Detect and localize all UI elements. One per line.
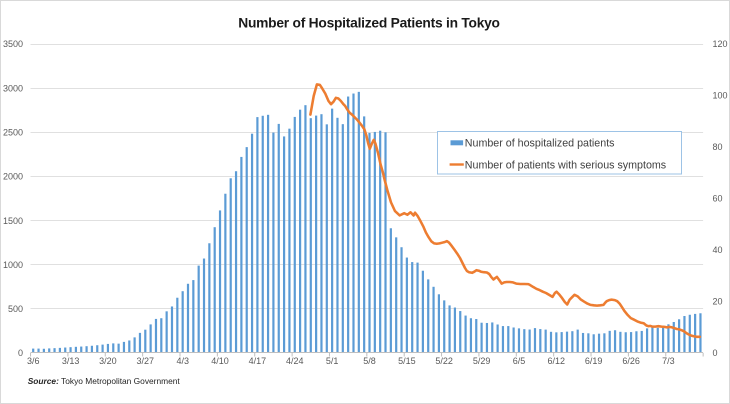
svg-text:3/13: 3/13: [62, 356, 80, 366]
svg-text:7/3: 7/3: [662, 356, 675, 366]
svg-text:100: 100: [713, 91, 728, 101]
svg-text:Source: Tokyo Metropolitan Gov: Source: Tokyo Metropolitan Government: [28, 376, 181, 386]
svg-text:Number of Hospitalized Patient: Number of Hospitalized Patients in Tokyo: [238, 15, 500, 30]
svg-text:5/8: 5/8: [363, 356, 376, 366]
svg-text:4/10: 4/10: [211, 356, 229, 366]
svg-text:3/27: 3/27: [137, 356, 155, 366]
svg-text:5/1: 5/1: [326, 356, 339, 366]
svg-text:6/12: 6/12: [548, 356, 566, 366]
svg-text:60: 60: [713, 194, 723, 204]
svg-text:4/24: 4/24: [286, 356, 304, 366]
svg-text:500: 500: [8, 304, 23, 314]
svg-text:5/22: 5/22: [435, 356, 453, 366]
svg-text:0: 0: [713, 348, 718, 358]
svg-text:3/6: 3/6: [27, 356, 40, 366]
svg-text:2000: 2000: [3, 172, 23, 182]
svg-text:3000: 3000: [3, 83, 23, 93]
svg-text:Number of hospitalized patient: Number of hospitalized patients: [465, 138, 615, 150]
svg-text:3/20: 3/20: [99, 356, 117, 366]
svg-text:4/17: 4/17: [249, 356, 267, 366]
svg-text:Number of patients with seriou: Number of patients with serious symptoms: [465, 159, 666, 171]
svg-text:5/15: 5/15: [398, 356, 416, 366]
svg-text:4/3: 4/3: [176, 356, 189, 366]
svg-text:3500: 3500: [3, 39, 23, 49]
svg-text:0: 0: [18, 348, 23, 358]
svg-text:6/26: 6/26: [622, 356, 640, 366]
svg-text:80: 80: [713, 142, 723, 152]
svg-text:1500: 1500: [3, 216, 23, 226]
svg-text:40: 40: [713, 245, 723, 255]
svg-text:6/5: 6/5: [513, 356, 526, 366]
svg-text:2500: 2500: [3, 127, 23, 137]
svg-text:1000: 1000: [3, 260, 23, 270]
svg-text:5/29: 5/29: [473, 356, 491, 366]
svg-text:120: 120: [713, 39, 728, 49]
svg-text:20: 20: [713, 297, 723, 307]
svg-text:6/19: 6/19: [585, 356, 603, 366]
